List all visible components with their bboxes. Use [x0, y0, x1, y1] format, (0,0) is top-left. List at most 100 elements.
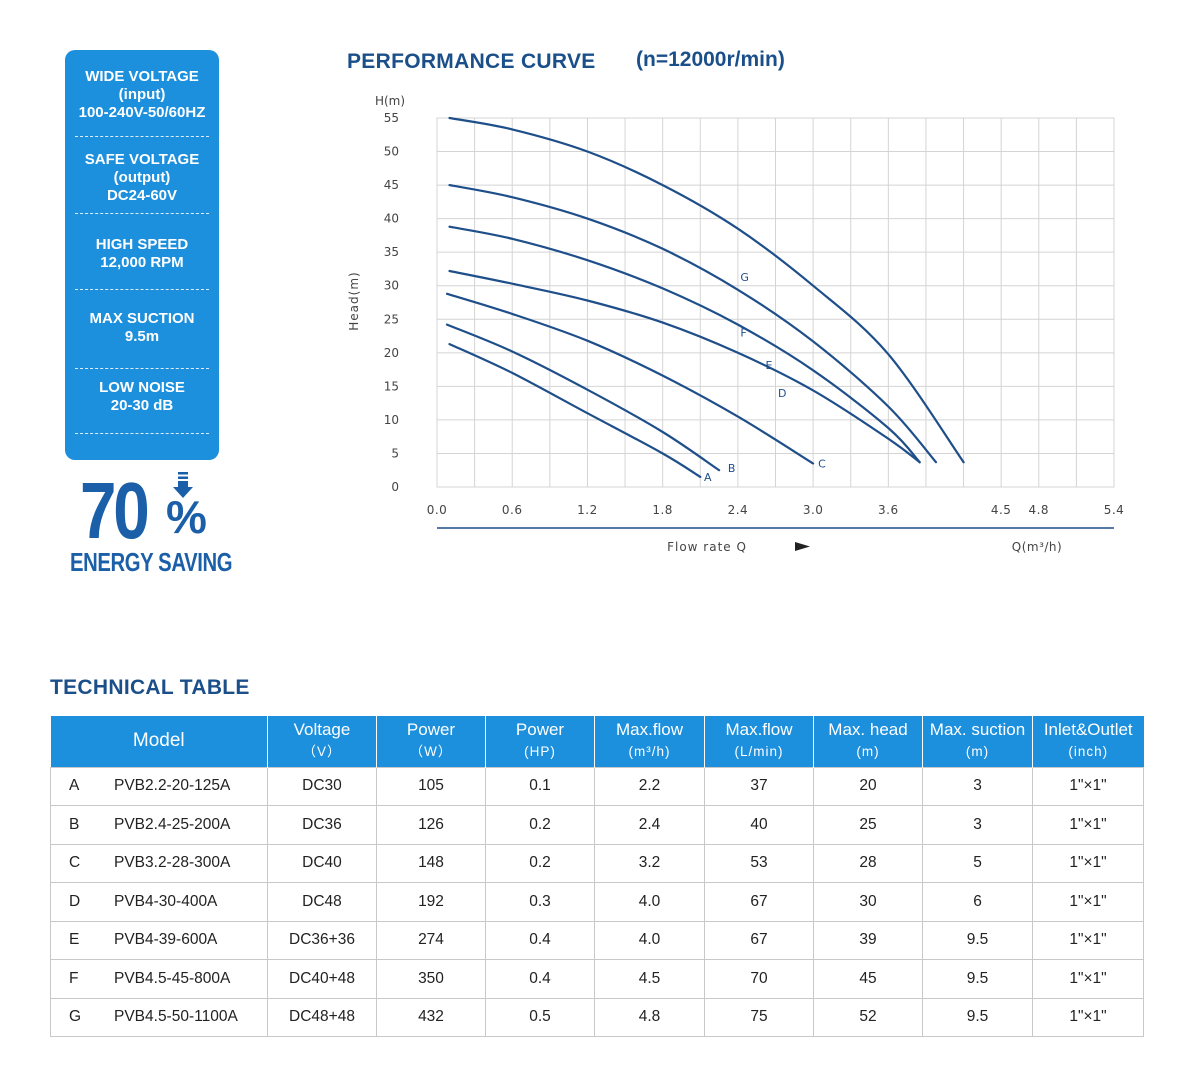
feature-line: SAFE VOLTAGE [84, 151, 200, 168]
cell-model: G PVB4.5-50-1100A [50, 997, 268, 1037]
cell-head: 28 [813, 843, 923, 883]
y-tick-label: 10 [384, 413, 399, 427]
row-letter: E [69, 931, 80, 949]
cell-power-w: 432 [376, 997, 486, 1037]
x-axis-arrow-icon [795, 542, 810, 551]
table-row: B PVB2.4-25-200A DC36 126 0.2 2.4 40 25 3 1"×1" [50, 805, 1144, 845]
curve-labels: A B C D E F G [704, 271, 826, 484]
saving-percent-sign: % [166, 491, 207, 543]
cell-voltage: DC36+36 [267, 920, 377, 960]
cell-suction: 3 [922, 766, 1033, 806]
header-unit: （V） [302, 744, 342, 760]
cell-voltage: DC48+48 [267, 997, 377, 1037]
cell-voltage: DC48 [267, 882, 377, 922]
divider [75, 289, 209, 290]
cell-model: B PVB2.4-25-200A [50, 805, 268, 845]
curve-b [445, 323, 721, 472]
chart-subtitle: (n=12000r/min) [636, 48, 785, 71]
table-body: A PVB2.2-20-125A DC30 105 0.1 2.2 37 20 3 1"×1" B P… [50, 766, 1144, 1037]
feature-line: 100-240V-50/60HZ [78, 104, 206, 121]
cell-flow-lmin: 70 [704, 959, 814, 999]
cell-inlet: 1"×1" [1032, 997, 1144, 1037]
row-model: PVB4.5-45-800A [114, 969, 231, 987]
header-voltage: Voltage （V） [267, 716, 377, 767]
cell-head: 39 [813, 920, 923, 960]
cell-power-w: 126 [376, 805, 486, 845]
x-tick-label: 1.2 [577, 503, 598, 517]
y-tick-label: 50 [384, 145, 399, 159]
header-inlet-outlet: Inlet&Outlet (inch) [1032, 716, 1144, 767]
header-max-suction: Max. suction (m) [922, 716, 1033, 767]
curve-label-e: E [765, 359, 772, 372]
row-letter: B [69, 815, 80, 833]
cell-voltage: DC40 [267, 843, 377, 883]
curve-e [448, 225, 921, 464]
cell-model: E PVB4-39-600A [50, 920, 268, 960]
curve-f [448, 184, 938, 464]
divider [75, 213, 209, 214]
y-tick-labels: 0 5 10 15 20 25 30 35 40 45 50 55 [384, 111, 399, 494]
cell-power-w: 350 [376, 959, 486, 999]
saving-label: ENERGY SAVING [70, 547, 233, 577]
cell-head: 45 [813, 959, 923, 999]
table-row: C PVB3.2-28-300A DC40 148 0.2 3.2 53 28 5 1"×1" [50, 843, 1144, 883]
cell-inlet: 1"×1" [1032, 843, 1144, 883]
header-max-flow-lmin: Max.flow (L/min) [704, 716, 814, 767]
cell-flow-lmin: 75 [704, 997, 814, 1037]
features-panel: WIDE VOLTAGE (input) 100-240V-50/60HZ SA… [65, 50, 219, 460]
cell-model: A PVB2.2-20-125A [50, 766, 268, 806]
header-label: Max.flow [615, 720, 684, 740]
performance-curve-chart: 0 5 10 15 20 25 30 35 40 45 50 55 0.0 0.6 1.2 1.8 2.4 3.… [347, 94, 1124, 554]
cell-power-hp: 0.1 [485, 766, 595, 806]
y-tick-label: 40 [384, 212, 399, 226]
feature-line: DC24-60V [106, 187, 178, 204]
row-model: PVB4-30-400A [114, 892, 218, 910]
cell-head: 52 [813, 997, 923, 1037]
y-tick-label: 35 [384, 245, 399, 259]
cell-power-hp: 0.2 [485, 843, 595, 883]
cell-suction: 9.5 [922, 959, 1033, 999]
header-unit: (L/min) [734, 744, 784, 760]
divider [75, 368, 209, 369]
cell-flow-lmin: 67 [704, 920, 814, 960]
cell-suction: 9.5 [922, 920, 1033, 960]
row-model: PVB3.2-28-300A [114, 854, 231, 872]
feature-safe-voltage: SAFE VOLTAGE (output) DC24-60V [65, 137, 219, 213]
cell-flow-m3h: 4.5 [594, 959, 705, 999]
cell-voltage: DC36 [267, 805, 377, 845]
chart-title: PERFORMANCE CURVE [347, 50, 596, 73]
x-axis-label: Flow rate Q [667, 540, 747, 554]
header-max-head: Max. head (m) [813, 716, 923, 767]
cell-suction: 6 [922, 882, 1033, 922]
feature-line: LOW NOISE [99, 379, 185, 396]
header-label: Model [132, 730, 185, 752]
cell-suction: 5 [922, 843, 1033, 883]
row-model: PVB4.5-50-1100A [114, 1008, 238, 1026]
cell-model: F PVB4.5-45-800A [50, 959, 268, 999]
x-axis-unit: Q(m³/h) [1012, 540, 1062, 554]
curve-label-c: C [818, 458, 826, 471]
curve-label-f: F [740, 327, 746, 340]
header-unit: (m) [965, 744, 990, 760]
divider [75, 136, 209, 137]
cell-head: 30 [813, 882, 923, 922]
cell-power-hp: 0.4 [485, 959, 595, 999]
down-arrow-icon [173, 472, 193, 498]
y-tick-label: 55 [384, 111, 399, 125]
feature-low-noise: LOW NOISE 20-30 dB [65, 369, 219, 433]
feature-line: 20-30 dB [110, 397, 174, 414]
feature-line: 9.5m [124, 328, 160, 345]
energy-saving-badge: 70 % ENERGY SAVING [60, 470, 235, 580]
table-row: D PVB4-30-400A DC48 192 0.3 4.0 67 30 6 1"×1" [50, 882, 1144, 922]
chart-curves [445, 116, 965, 478]
cell-inlet: 1"×1" [1032, 882, 1144, 922]
y-tick-label: 5 [391, 446, 399, 460]
header-unit: （W） [409, 744, 453, 760]
row-letter: C [69, 854, 81, 872]
header-model: Model [50, 716, 268, 767]
y-tick-label: 20 [384, 346, 399, 360]
cell-flow-m3h: 3.2 [594, 843, 705, 883]
cell-power-w: 148 [376, 843, 486, 883]
feature-line: (output) [113, 169, 171, 186]
y-axis-unit: H(m) [375, 94, 405, 108]
